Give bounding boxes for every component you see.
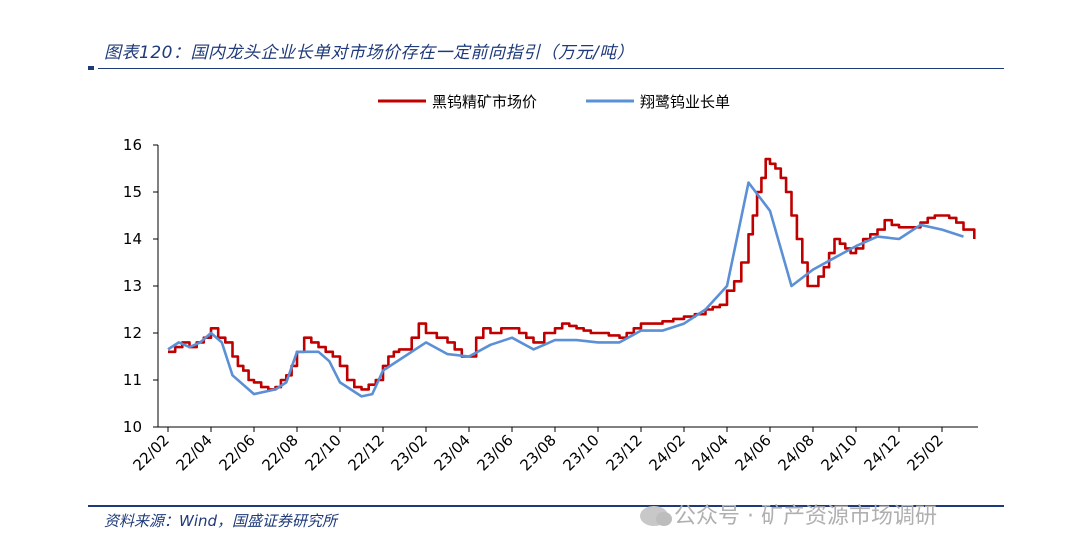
x-tick-label: 24/10 bbox=[818, 431, 861, 474]
legend-label: 翔鹭钨业长单 bbox=[640, 93, 730, 111]
figure-title: 图表120：国内龙头企业长单对市场价存在一定前向指引（万元/吨） bbox=[104, 43, 635, 63]
y-tick-label: 12 bbox=[123, 324, 142, 342]
x-tick-label: 22/08 bbox=[259, 431, 302, 474]
watermark: 公众号 · 矿产资源市场调研 bbox=[640, 498, 937, 530]
x-tick-label: 23/10 bbox=[560, 431, 603, 474]
series-line-long-term-contract bbox=[167, 181, 964, 398]
legend: 黑钨精矿市场价 翔鹭钨业长单 bbox=[378, 93, 730, 111]
y-tick-label: 16 bbox=[123, 136, 142, 154]
plot-area bbox=[167, 157, 976, 398]
x-tick-label: 22/06 bbox=[216, 431, 259, 474]
y-tick-label: 10 bbox=[123, 418, 142, 436]
x-tick-label: 22/02 bbox=[130, 431, 173, 474]
x-tick-label: 24/02 bbox=[646, 431, 689, 474]
series-line-market-price bbox=[168, 157, 976, 391]
y-tick-label: 15 bbox=[123, 183, 142, 201]
title-rule-marker bbox=[88, 66, 94, 70]
x-tick-label: 22/04 bbox=[173, 431, 216, 474]
x-tick-label: 23/02 bbox=[388, 431, 431, 474]
x-tick-label: 24/04 bbox=[689, 431, 732, 474]
x-tick-label: 23/04 bbox=[431, 431, 474, 474]
source-rule bbox=[88, 505, 1004, 507]
y-tick-label: 13 bbox=[123, 277, 142, 295]
y-tick-label: 14 bbox=[123, 230, 142, 248]
y-tick-label: 11 bbox=[123, 371, 142, 389]
x-tick-label: 22/12 bbox=[345, 431, 388, 474]
x-tick-label: 24/12 bbox=[861, 431, 904, 474]
x-tick-label: 24/06 bbox=[732, 431, 775, 474]
x-tick-label: 23/06 bbox=[474, 431, 517, 474]
wechat-icon bbox=[640, 506, 672, 526]
x-tick-label: 22/10 bbox=[302, 431, 345, 474]
legend-label: 黑钨精矿市场价 bbox=[432, 93, 537, 111]
title-rule bbox=[98, 68, 1004, 69]
x-tick-label: 23/12 bbox=[603, 431, 646, 474]
x-tick-label: 25/02 bbox=[904, 431, 947, 474]
source-note: 资料来源：Wind，国盛证券研究所 bbox=[104, 512, 338, 530]
watermark-text: 公众号 · 矿产资源市场调研 bbox=[674, 504, 937, 529]
x-tick-label: 24/08 bbox=[775, 431, 818, 474]
x-tick-label: 23/08 bbox=[517, 431, 560, 474]
